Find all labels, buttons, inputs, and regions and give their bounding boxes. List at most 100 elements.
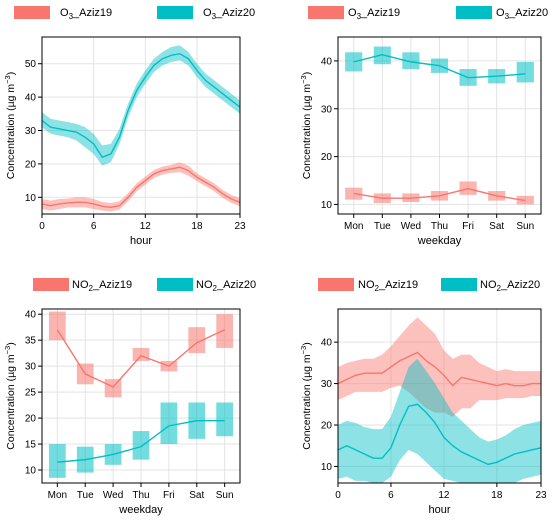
y-tick-label: 20 [321, 421, 333, 432]
panel-o3-hourly: 10 20 30 40 50 0 6 12 18 23 hour Concentration (µg … [3, 6, 255, 247]
y-tick-label: 40 [321, 56, 333, 67]
x-tick-label: 12 [438, 490, 450, 501]
legend-label-1: NO2_Aziz20 [480, 279, 540, 293]
x-axis: Mon Tue Wed Thu Fri Sat Sun [48, 483, 234, 501]
y-axis-title-main: Concentration (µg m [5, 84, 17, 180]
ci-band [338, 358, 541, 483]
y-tick-label: 30 [321, 379, 333, 390]
y-axis-title: Concentration (µg m−3) [299, 72, 313, 179]
x-tick-label: Tue [374, 221, 391, 232]
y-tick-label: 10 [25, 466, 37, 477]
ci-box-Thu [132, 347, 150, 361]
x-tick-label: Mon [344, 221, 363, 232]
y-tick-label: 40 [25, 310, 37, 321]
legend-label-sub: 2 [213, 284, 218, 293]
x-axis-title: hour [428, 504, 450, 516]
x-axis-title: weekday [118, 504, 163, 516]
legend-label-base: O [203, 7, 212, 19]
legend-label-1: O3_Aziz20 [496, 7, 548, 21]
series-NO2_Aziz19 [337, 317, 541, 417]
x-tick-label: Sat [189, 490, 204, 501]
y-axis: 10 20 30 40 50 [25, 59, 42, 204]
legend-label-base: NO [480, 279, 497, 291]
mean-line [41, 52, 241, 159]
legend-label-sub: 3 [69, 12, 74, 21]
y-axis-title-close: ) [5, 342, 17, 346]
ci-band [42, 45, 240, 166]
mean-line [41, 166, 241, 209]
x-tick-label: 6 [91, 221, 97, 232]
x-axis: 0 6 12 18 23 [39, 214, 246, 232]
legend-label-1: O3_Aziz20 [203, 7, 255, 21]
y-tick-label: 30 [25, 362, 37, 373]
legend-swatch-0 [14, 6, 50, 19]
legend-label-suffix: _Aziz20 [215, 7, 255, 19]
legend-label-0: NO2_Aziz19 [358, 279, 418, 293]
x-tick-label: 23 [234, 221, 246, 232]
legend-swatch-1 [441, 278, 477, 291]
y-axis: 10 20 30 40 [321, 338, 338, 473]
y-tick-label: 30 [25, 126, 37, 137]
mean-line [353, 187, 526, 202]
plot-frame [337, 308, 542, 484]
x-tick-label: Sun [516, 221, 534, 232]
legend-swatch-0 [318, 278, 354, 291]
x-tick-label: Fri [163, 490, 175, 501]
ci-box-Sun [216, 314, 234, 348]
x-tick-label: 18 [191, 221, 203, 232]
y-tick-label: 50 [25, 59, 37, 70]
legend-swatch-0 [308, 6, 344, 19]
panel-no2-hourly: 10 20 30 40 0 6 12 18 23 hour Concentration (µg m−… [299, 278, 547, 516]
ci-band [338, 317, 541, 417]
x-tick-label: Tue [77, 490, 94, 501]
panel-no2-weekday: 10 15 20 25 30 35 40 Mon Tue Wed Thu Fri Sat Sun weekd… [3, 278, 256, 516]
y-axis-title-main: Concentration (µg m [301, 84, 313, 180]
mean-line [337, 351, 541, 387]
y-tick-label: 20 [321, 152, 333, 163]
x-tick-label: Sat [489, 221, 504, 232]
x-tick-label: 0 [335, 490, 341, 501]
x-axis-title: hour [130, 235, 152, 247]
ci-box-Wed [402, 52, 420, 70]
legend: NO2_Aziz19 NO2_Aziz20 [318, 278, 540, 293]
y-tick-label: 30 [321, 104, 333, 115]
legend-label-sub: 2 [89, 284, 94, 293]
mean-line [353, 53, 526, 79]
y-tick-label: 10 [321, 200, 333, 211]
series-NO2_Aziz20 [337, 358, 542, 483]
legend-label-sub: 2 [497, 284, 502, 293]
ci-box-Fri [160, 402, 178, 445]
legend: O3_Aziz19 O3_Aziz20 [14, 6, 255, 21]
grid [338, 37, 541, 214]
y-axis: 10 15 20 25 30 35 40 [25, 310, 42, 477]
mean-line [56, 329, 225, 388]
ci-box-Sun [516, 61, 534, 83]
legend-label-base: O [348, 7, 357, 19]
panel-o3-weekday: 10 20 30 40 Mon Tue Wed Thu Fri Sat Sun weekday Conc… [299, 6, 548, 247]
legend-label-0: NO2_Aziz19 [72, 279, 132, 293]
legend-label-0: O3_Aziz19 [348, 7, 400, 21]
legend-label-sub: 2 [375, 284, 380, 293]
y-axis-title-sup: −3 [299, 75, 308, 84]
y-axis-title-main: Concentration (µg m [5, 354, 17, 450]
ci-box-Thu [132, 431, 150, 460]
x-axis: Mon Tue Wed Thu Fri Sat Sun [344, 214, 534, 232]
grid [42, 309, 240, 483]
y-tick-label: 40 [25, 93, 37, 104]
x-tick-label: Thu [132, 490, 149, 501]
x-axis: 0 6 12 18 23 [335, 483, 547, 501]
x-tick-label: Wed [401, 221, 421, 232]
x-tick-label: 18 [491, 490, 503, 501]
ci-box-Mon [48, 444, 66, 478]
legend-label-suffix: _Aziz19 [360, 7, 400, 19]
y-axis-title: Concentration (µg m−3) [3, 72, 17, 179]
x-tick-label: 12 [140, 221, 152, 232]
y-tick-label: 10 [25, 193, 37, 204]
series-O3_Aziz20 [41, 45, 241, 166]
legend-label-base: NO [72, 279, 89, 291]
x-tick-label: Mon [48, 490, 67, 501]
y-axis-title-close: ) [5, 72, 17, 76]
series-O3_Aziz19 [345, 181, 534, 205]
legend: NO2_Aziz19 NO2_Aziz20 [33, 278, 256, 293]
